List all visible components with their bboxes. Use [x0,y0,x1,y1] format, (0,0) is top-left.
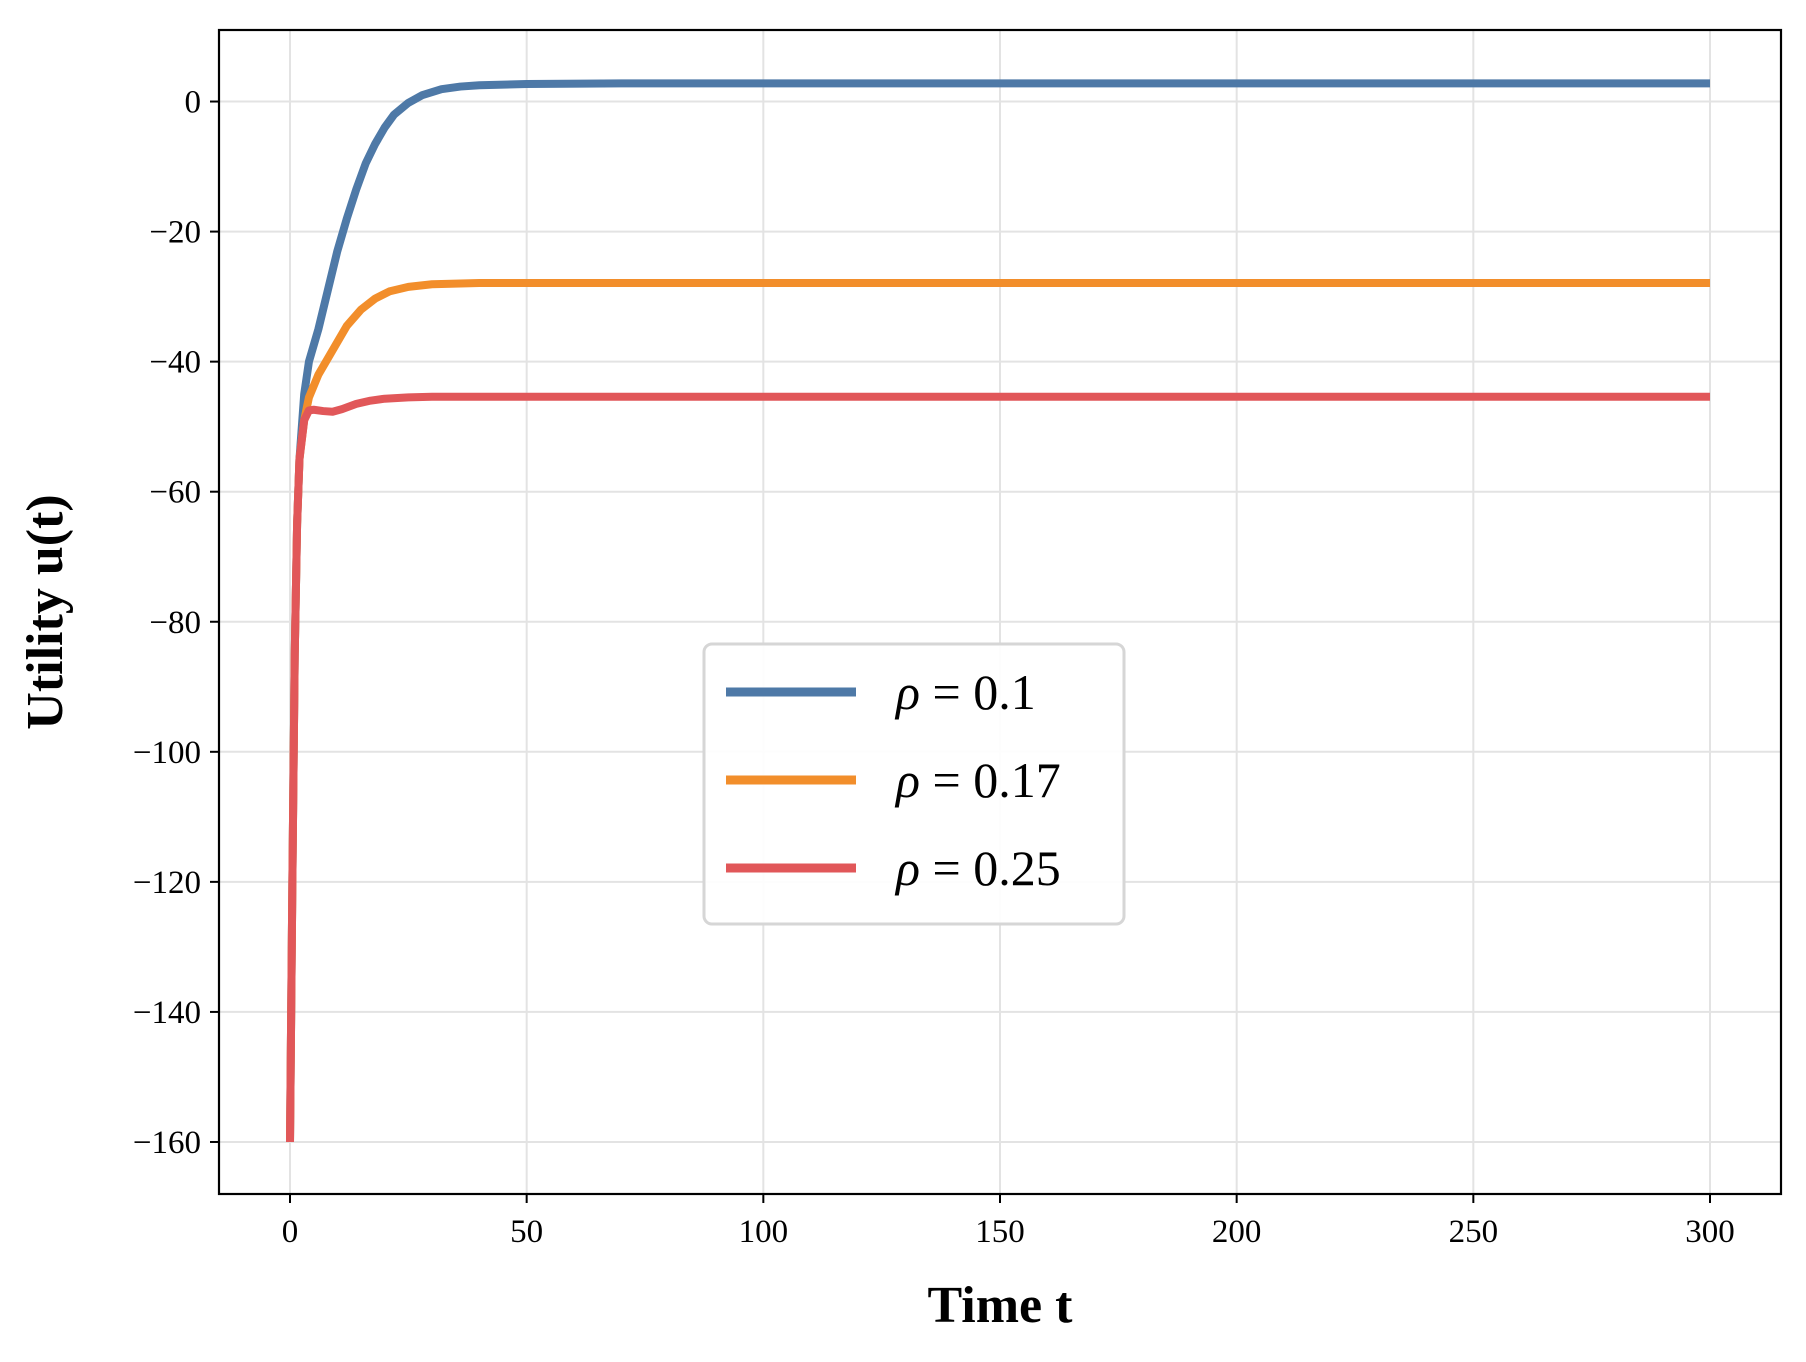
x-tick-label: 50 [510,1214,543,1250]
y-tick-label: −40 [149,345,201,381]
legend-label-2: ρ = 0.17 [894,752,1061,808]
y-tick-label: −20 [149,215,201,251]
y-tick-label: −140 [133,995,201,1031]
x-tick-label: 100 [739,1214,789,1250]
legend-symbol: ρ [894,664,920,720]
x-tick-label: 150 [975,1214,1025,1250]
legend-label-3: ρ = 0.25 [894,840,1061,896]
legend-value: = 0.1 [920,664,1036,720]
y-tick-label: −80 [149,605,201,641]
legend-box [702,642,1126,926]
y-tick-label: −100 [133,735,201,771]
x-tick-label: 250 [1449,1214,1499,1250]
y-tick-label: −160 [133,1125,201,1161]
legend: ρ = 0.1ρ = 0.17ρ = 0.25 [702,642,1126,926]
legend-symbol: ρ [894,752,920,808]
x-tick-label: 200 [1212,1214,1262,1250]
legend-label-1: ρ = 0.1 [894,664,1036,720]
y-axis-ticks: 0 −20 −40 −60 −80 −100 −120 −140 −160 [133,85,219,1161]
y-axis-title: Utility u(t) [17,494,74,729]
legend-value: = 0.25 [920,840,1061,896]
y-tick-label: 0 [185,85,202,121]
legend-symbol: ρ [894,840,920,896]
x-axis-title: Time t [928,1277,1074,1334]
legend-value: = 0.17 [920,752,1061,808]
x-tick-label: 300 [1685,1214,1735,1250]
x-tick-label: 0 [282,1214,299,1250]
series-layer [286,79,1710,1143]
x-axis-ticks: 0 50 100 150 200 250 300 [282,1194,1735,1250]
y-tick-label: −120 [133,865,201,901]
y-tick-label: −60 [149,475,201,511]
series-line-3 [286,392,1710,1143]
